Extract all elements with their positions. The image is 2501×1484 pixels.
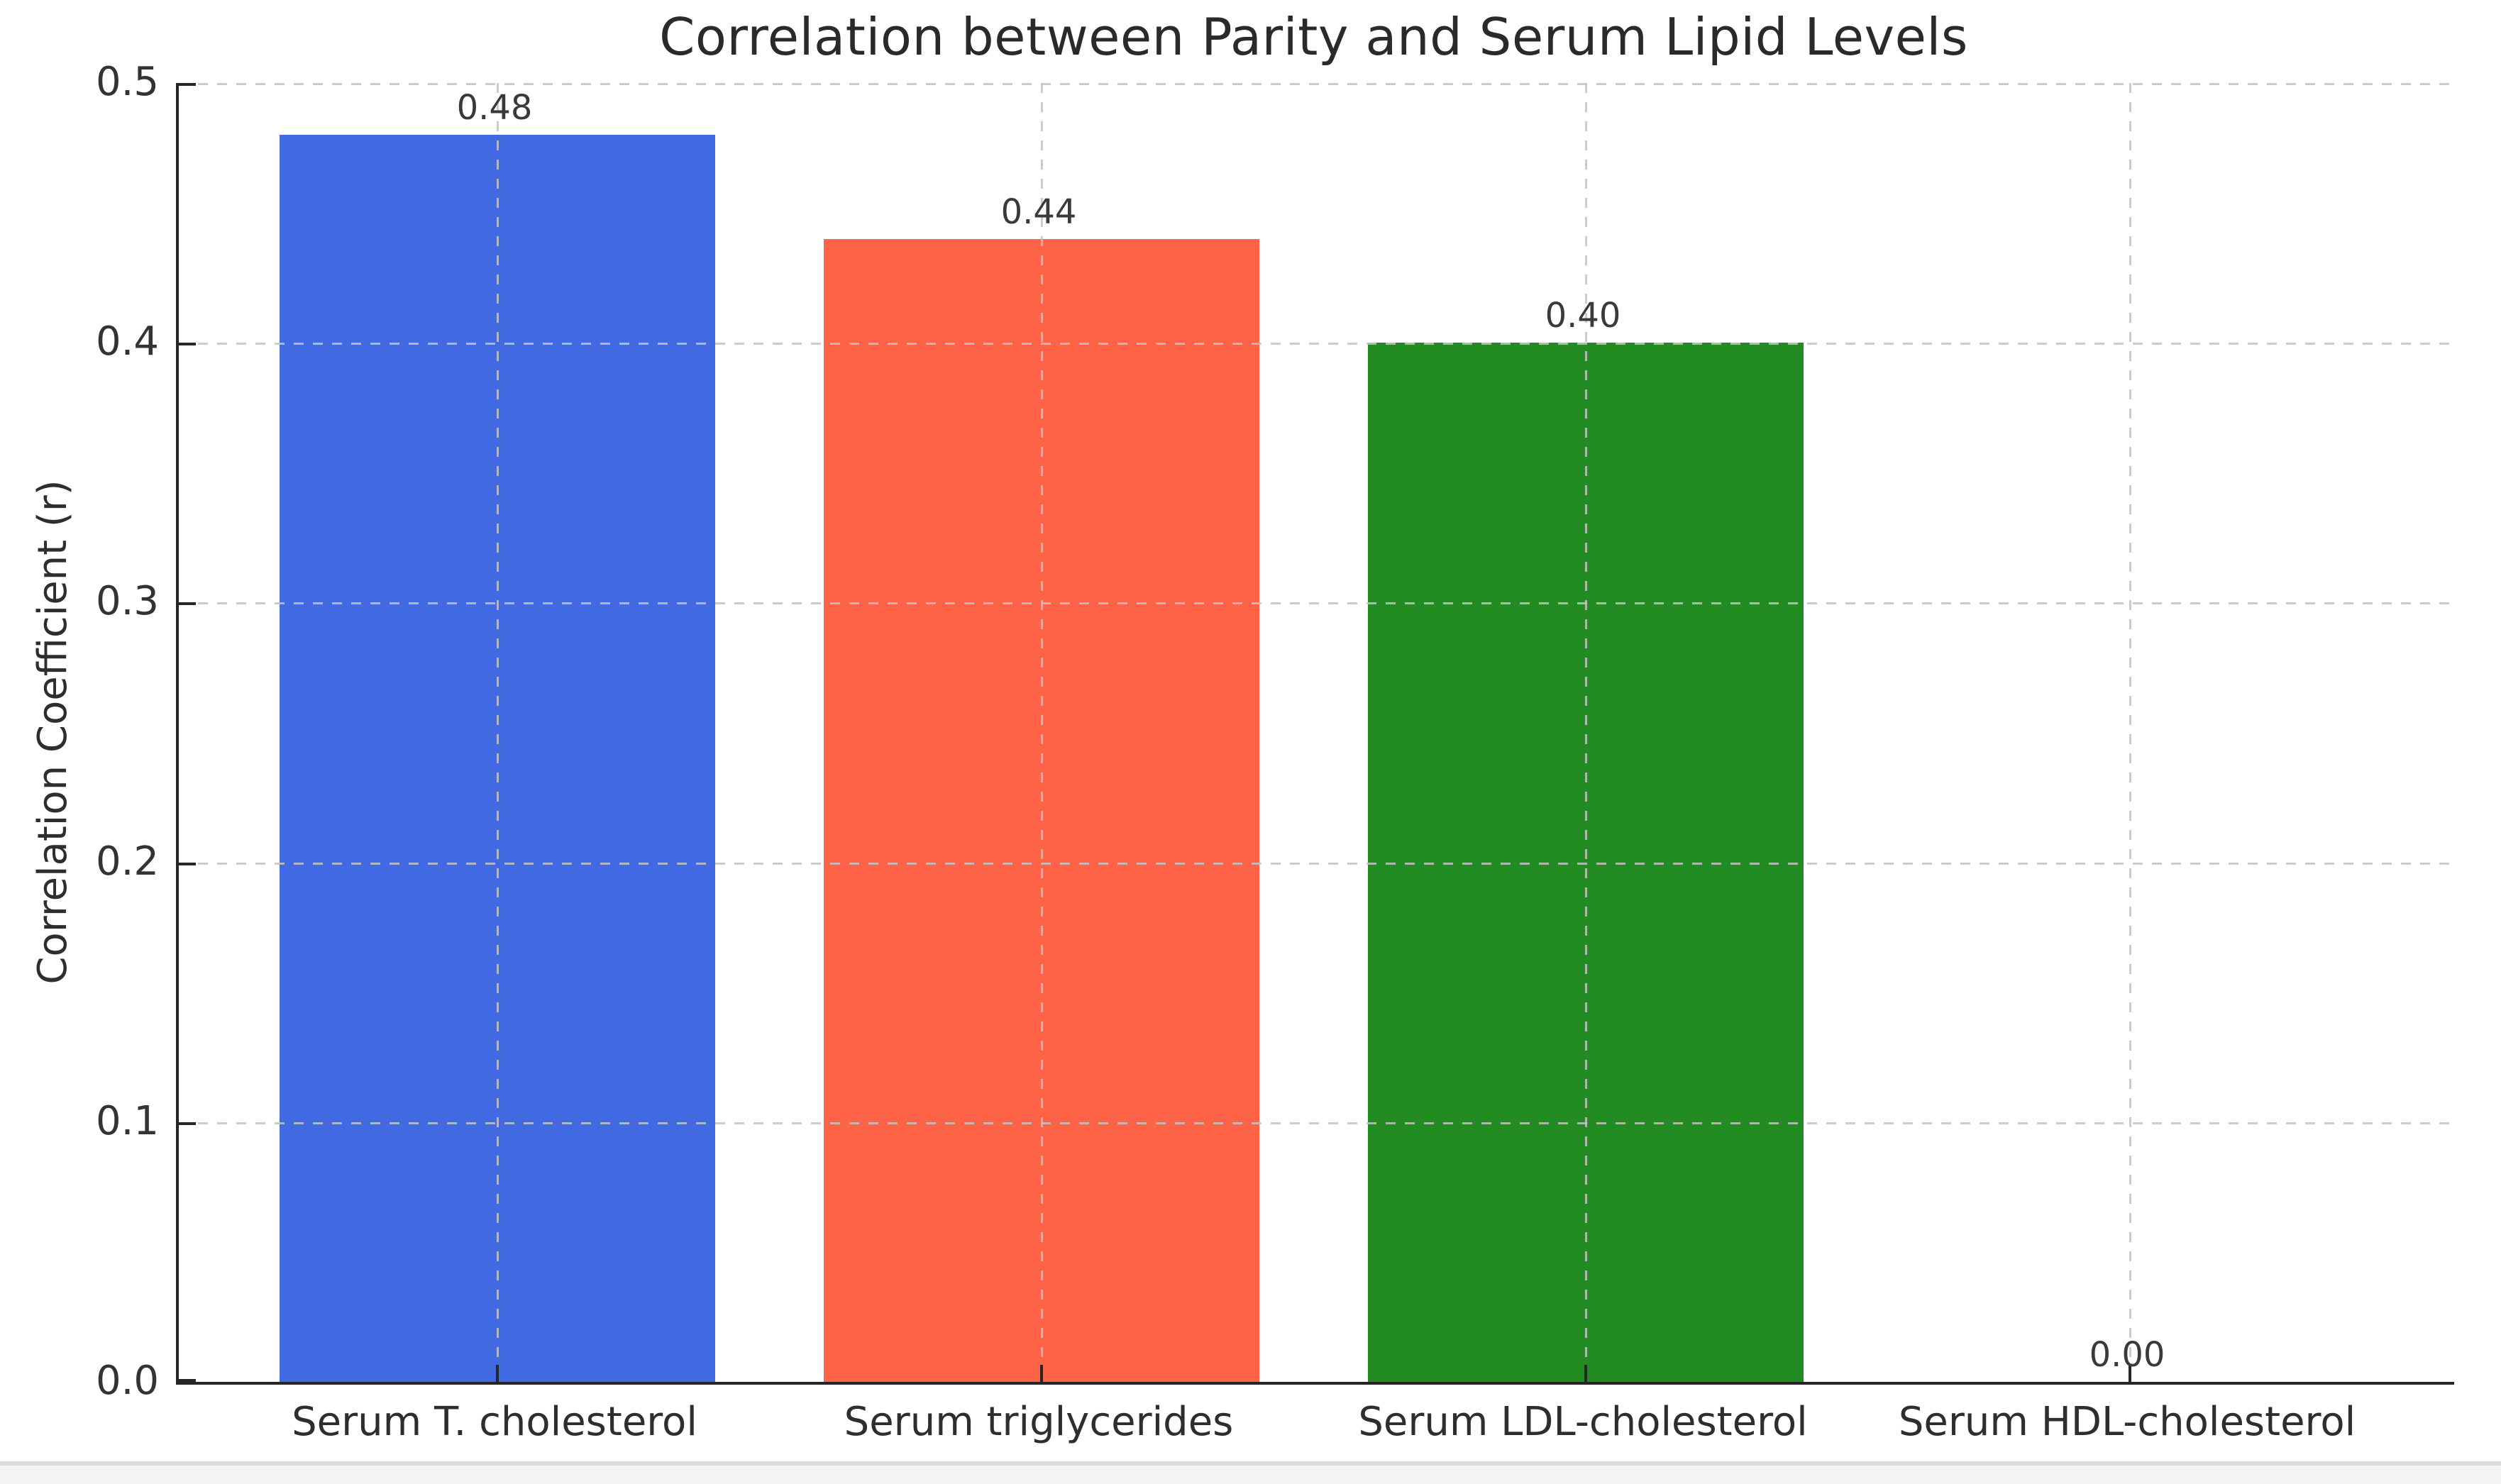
- x-tick-label: Serum LDL-cholesterol: [1358, 1399, 1808, 1445]
- bar-value-label: 0.40: [1545, 296, 1621, 336]
- h-gridline: [179, 343, 2454, 345]
- y-tick-mark: [179, 1379, 196, 1382]
- x-tick-mark: [1040, 1365, 1043, 1382]
- y-tick-label: 0.0: [95, 1358, 159, 1404]
- y-tick-label: 0.5: [95, 59, 159, 105]
- y-tick-mark: [179, 1122, 196, 1125]
- x-tick-label: Serum T. cholesterol: [292, 1399, 697, 1445]
- y-axis-title: Correlation Coefficient (r): [30, 480, 76, 985]
- y-tick-label: 0.2: [95, 838, 159, 885]
- v-gridline: [2129, 83, 2131, 1382]
- y-tick-mark: [179, 602, 196, 605]
- y-tick-label: 0.4: [95, 319, 159, 365]
- bar-value-label: 0.00: [2089, 1335, 2165, 1375]
- x-tick-mark: [2129, 1365, 2131, 1382]
- h-gridline: [179, 863, 2454, 865]
- plot-area: [176, 83, 2454, 1385]
- x-tick-mark: [496, 1365, 499, 1382]
- y-tick-label: 0.3: [95, 578, 159, 624]
- h-gridline: [179, 83, 2454, 85]
- x-tick-label: Serum triglycerides: [844, 1399, 1234, 1445]
- bar-value-label: 0.44: [1000, 192, 1077, 232]
- page-footer-strip: [0, 1461, 2501, 1484]
- y-tick-label: 0.1: [95, 1098, 159, 1144]
- chart-title: Correlation between Parity and Serum Lip…: [659, 7, 1968, 67]
- h-gridline: [179, 602, 2454, 604]
- bar-value-label: 0.48: [456, 88, 533, 128]
- v-gridline: [497, 83, 499, 1382]
- y-tick-mark: [179, 343, 196, 345]
- y-tick-mark: [179, 83, 196, 86]
- y-tick-mark: [179, 863, 196, 865]
- x-tick-mark: [1584, 1365, 1587, 1382]
- h-gridline: [179, 1122, 2454, 1124]
- v-gridline: [1585, 83, 1587, 1382]
- v-gridline: [1041, 83, 1043, 1382]
- x-tick-label: Serum HDL-cholesterol: [1898, 1399, 2356, 1445]
